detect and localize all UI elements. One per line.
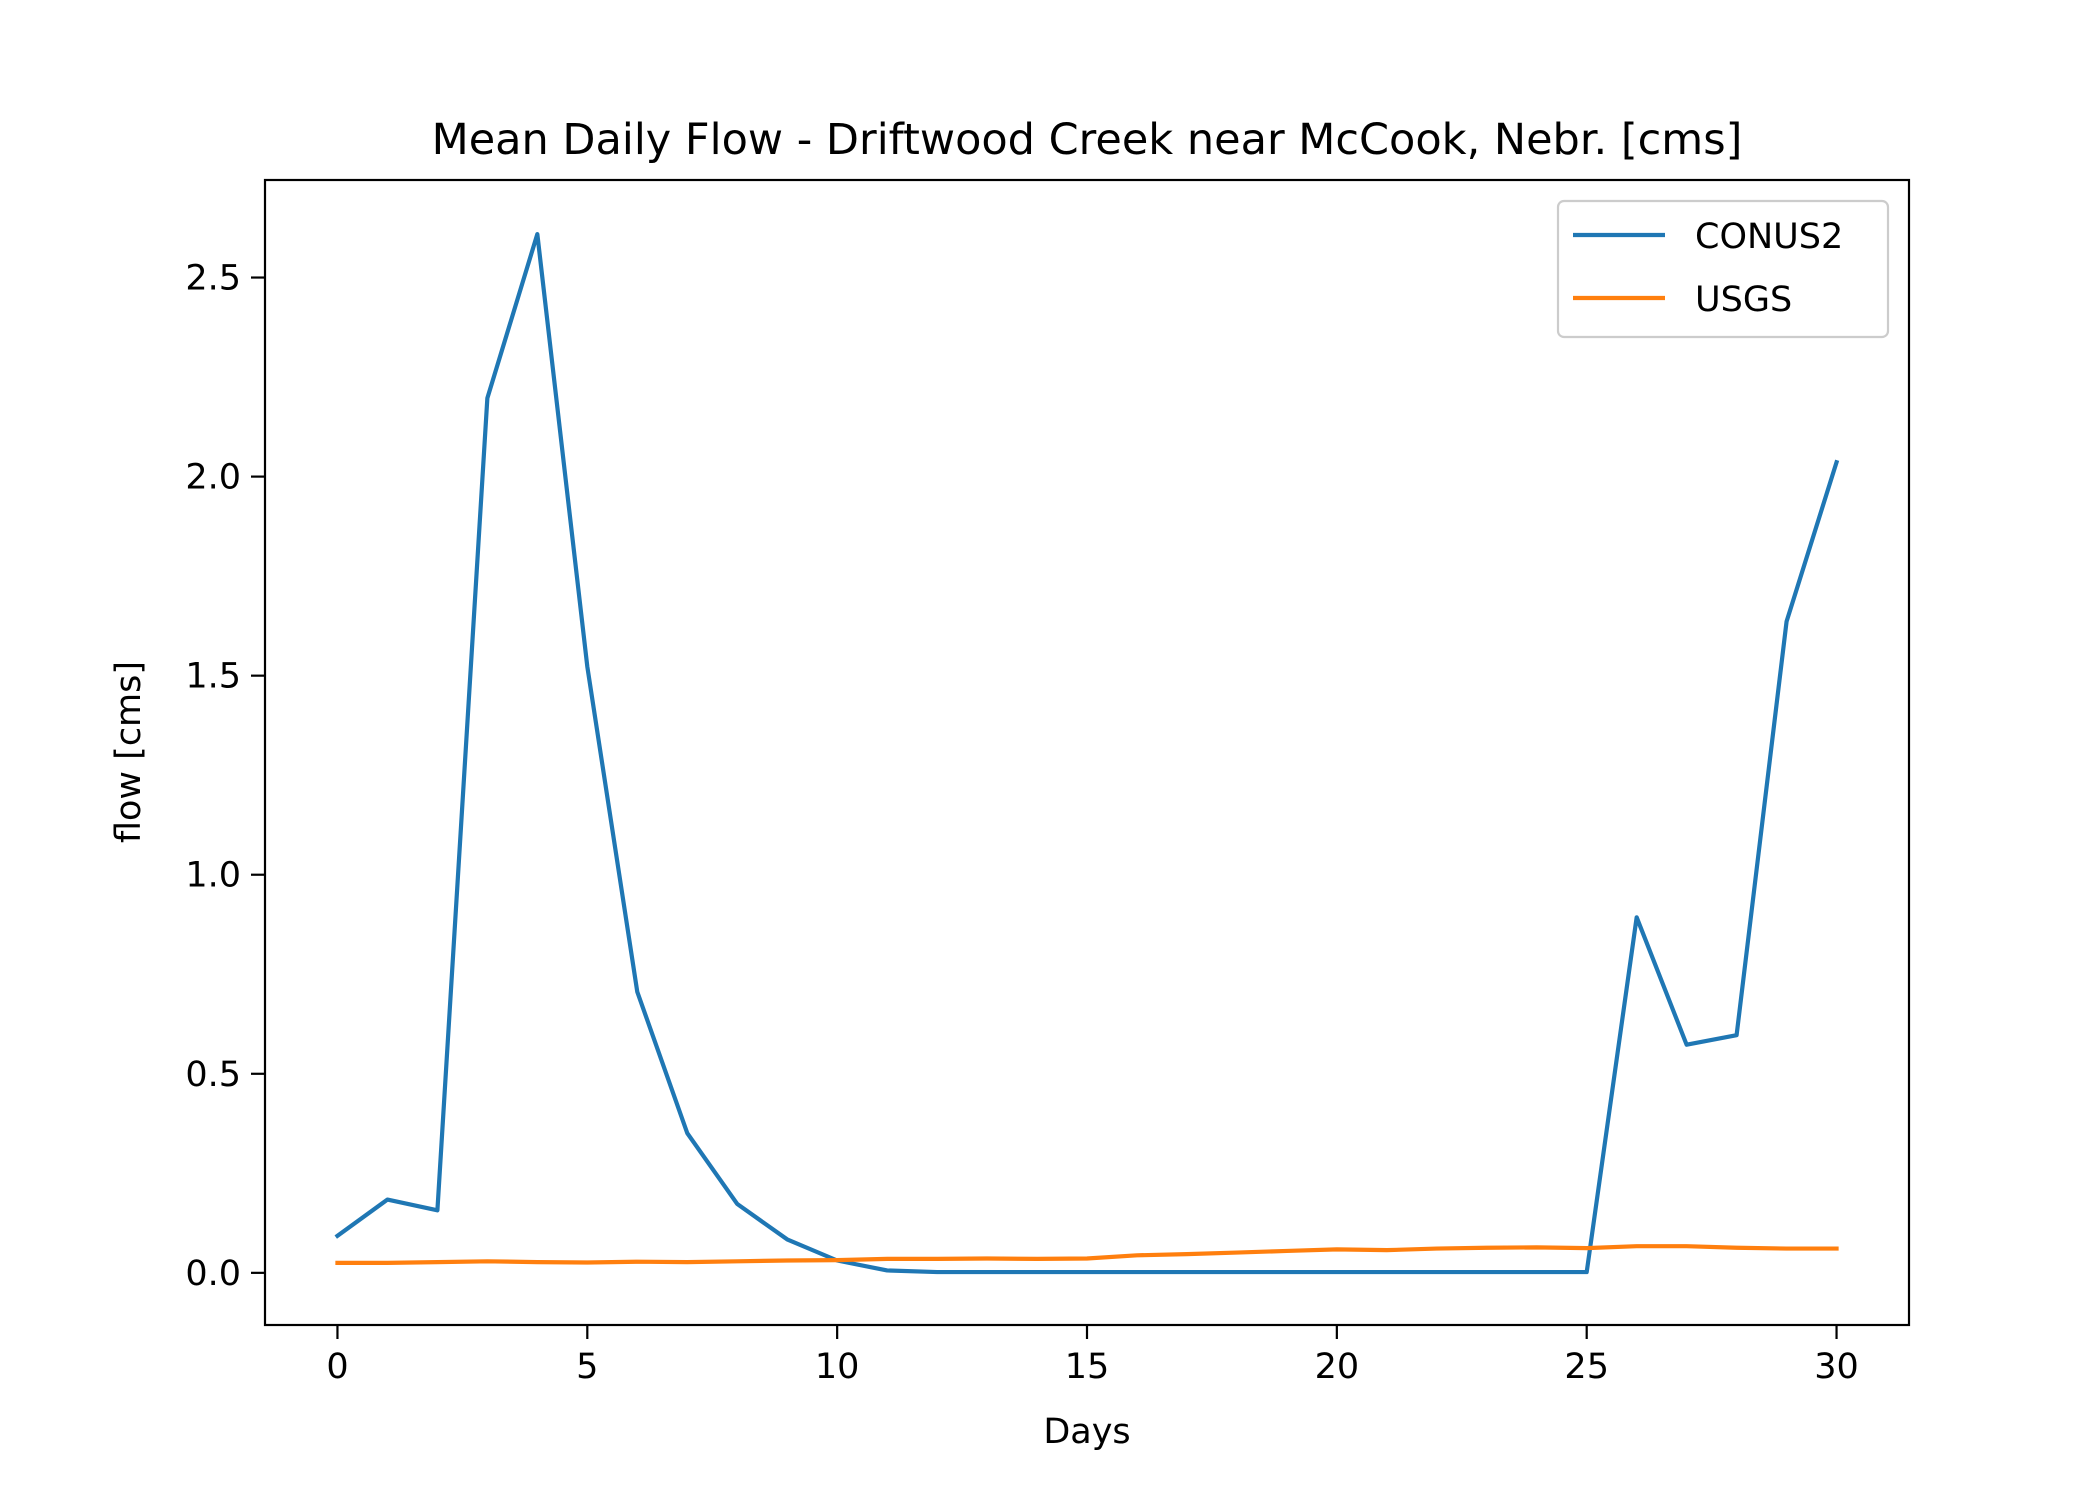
y-tick-label-1.5: 1.5 [185,657,241,697]
y-axis-label: flow [cms] [109,661,149,843]
x-tick-label-25: 25 [1564,1347,1609,1387]
x-tick-label-5: 5 [576,1347,598,1387]
plot-area [263,178,1911,1327]
legend-label-conus2: CONUS2 [1695,217,1843,257]
legend-label-usgs: USGS [1695,280,1792,320]
series-layer [334,232,1840,1275]
x-tick-label-20: 20 [1315,1347,1360,1387]
x-axis-label: Days [1043,1412,1130,1452]
y-tick-label-0.5: 0.5 [185,1055,241,1095]
x-tick-label-0: 0 [326,1347,348,1387]
x-axis: 0 5 10 15 20 25 30 [326,1325,1859,1387]
y-tick-label-2.0: 2.0 [185,458,241,498]
legend: CONUS2 USGS [1556,199,1890,339]
y-tick-label-1.0: 1.0 [185,856,241,896]
y-tick-label-0.0: 0.0 [185,1254,241,1294]
plot-frame [263,178,1911,1327]
chart-title: Mean Daily Flow - Driftwood Creek near M… [432,115,1743,165]
x-tick-label-30: 30 [1814,1347,1859,1387]
x-tick-label-10: 10 [815,1347,860,1387]
y-tick-label-2.5: 2.5 [185,259,241,299]
series-line-usgs [335,1244,1839,1265]
y-axis: 0.0 0.5 1.0 1.5 2.0 2.5 [185,259,265,1294]
x-tick-label-15: 15 [1065,1347,1110,1387]
series-line-conus2 [334,232,1840,1275]
